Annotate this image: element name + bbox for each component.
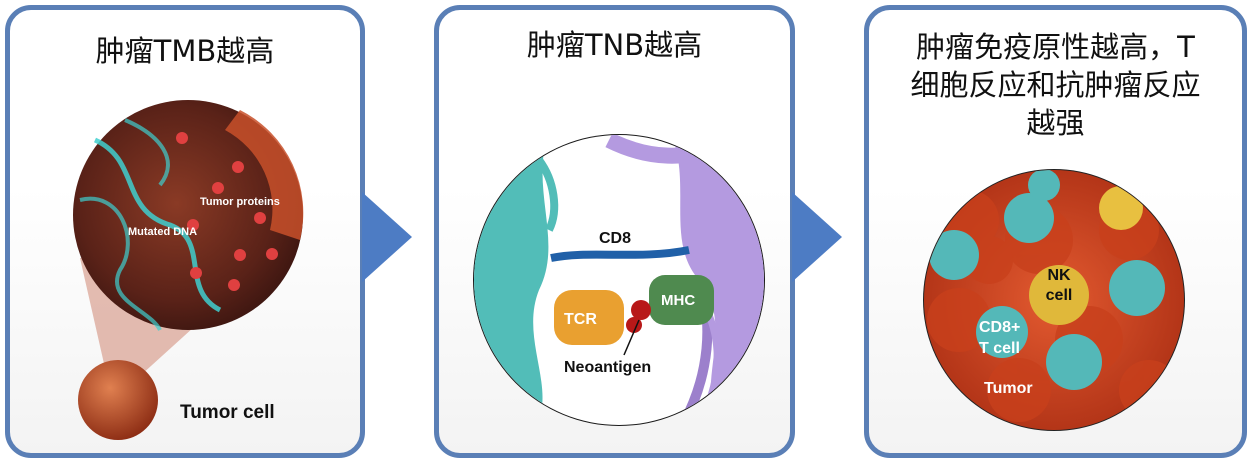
label-cd8: CD8 xyxy=(599,230,631,247)
panel-title-immunogenicity: 肿瘤免疫原性越高，T 细胞反应和抗肿瘤反应 越强 xyxy=(910,30,1201,140)
tmb-illustration: Tumor proteins Mutated DNA Tumor cell xyxy=(73,100,304,440)
label-tumor-proteins: Tumor proteins xyxy=(200,196,280,208)
arrow-right-icon xyxy=(792,192,842,282)
dna-strand xyxy=(93,137,222,313)
t-cells xyxy=(929,170,1165,390)
mhc-molecule xyxy=(649,275,714,325)
dna-strand xyxy=(124,118,170,187)
label-cd8t-line2: T cell xyxy=(979,340,1020,357)
panel-tmb: 肿瘤TMB越高 Tumor proteins Mutated DNA T xyxy=(5,5,365,458)
label-cd8t-line1: CD8+ xyxy=(979,319,1020,336)
t-cell-surface xyxy=(474,135,549,425)
neoantigen-pointer xyxy=(623,319,640,356)
label-nk-line1: NK xyxy=(1047,267,1071,284)
label-neoantigen: Neoantigen xyxy=(564,359,651,376)
label-tumor: Tumor xyxy=(984,380,1033,397)
tcr-molecule xyxy=(554,290,624,345)
label-tumor-cell: Tumor cell xyxy=(180,402,275,423)
panel-title-tnb: 肿瘤TNB越高 xyxy=(526,28,703,62)
cd8-molecule xyxy=(550,246,690,262)
label-mhc: MHC xyxy=(661,292,695,309)
label-mutated-dna: Mutated DNA xyxy=(128,226,197,238)
tumor-cell-icon xyxy=(78,360,158,440)
dna-strand xyxy=(79,196,162,332)
arrow-right-icon xyxy=(362,192,412,282)
label-tcr: TCR xyxy=(564,311,597,328)
protein-dots xyxy=(176,132,278,291)
label-nk-line2: cell xyxy=(1046,287,1073,304)
nk-cell-small xyxy=(1099,186,1143,230)
nk-cell xyxy=(1029,265,1089,325)
cell-membrane xyxy=(225,110,304,240)
immunity-illustration: NK cell CD8+ T cell Tumor xyxy=(923,169,1185,431)
zoomed-cell-circle xyxy=(73,100,303,330)
neoantigen-molecule xyxy=(631,300,651,320)
tnb-illustration: CD8 TCR MHC Neoantigen xyxy=(473,134,765,426)
panel-title-tmb: 肿瘤TMB越高 xyxy=(95,34,275,68)
panel-immunogenicity: 肿瘤免疫原性越高，T 细胞反应和抗肿瘤反应 越强 xyxy=(864,5,1247,458)
panel-tnb: 肿瘤TNB越高 CD8 TCR MHC Neoantigen xyxy=(434,5,795,458)
